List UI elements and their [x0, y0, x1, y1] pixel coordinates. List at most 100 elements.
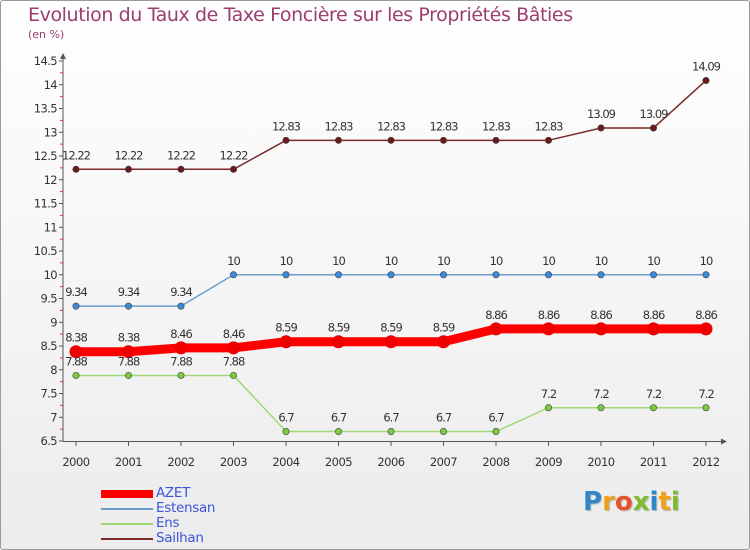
x-tick-label: 2009	[535, 455, 562, 469]
y-tick-label: 6.5	[41, 434, 58, 448]
y-tick-label: 14	[44, 78, 58, 92]
data-label-azet: 8.86	[695, 308, 717, 322]
data-label-azet: 8.38	[65, 331, 87, 345]
data-label-azet: 8.59	[275, 321, 297, 335]
data-point-sailhan	[597, 124, 605, 132]
data-label-estensan: 9.34	[65, 285, 87, 299]
data-point-estensan	[649, 271, 657, 279]
data-point-estensan	[597, 271, 605, 279]
data-label-ens: 6.7	[488, 411, 504, 425]
data-point-estensan	[72, 302, 80, 310]
data-label-azet: 8.46	[170, 327, 192, 341]
x-tick-label: 2005	[325, 455, 352, 469]
data-point-ens	[702, 404, 710, 412]
y-tick-label: 9	[50, 315, 57, 329]
x-tick-label: 2012	[692, 455, 719, 469]
legend-swatch-ens	[101, 523, 153, 525]
data-point-estensan	[492, 271, 500, 279]
y-axis-arrow	[60, 53, 66, 59]
data-label-estensan: 10	[700, 254, 713, 268]
unit-label: (en %)	[28, 28, 65, 41]
data-point-azet	[647, 322, 660, 336]
data-label-estensan: 10	[280, 254, 293, 268]
data-point-estensan	[544, 271, 552, 279]
data-point-sailhan	[72, 165, 80, 173]
y-tick-label: 11	[44, 220, 58, 234]
data-point-sailhan	[230, 165, 238, 173]
y-tick-label: 11.5	[34, 197, 57, 211]
data-label-estensan: 10	[542, 254, 555, 268]
data-point-sailhan	[334, 136, 342, 144]
data-point-ens	[125, 371, 133, 379]
legend-label-azet: AZET	[156, 485, 191, 501]
y-tick-label: 13	[44, 125, 58, 139]
logo-letter: i	[670, 487, 680, 517]
data-label-ens: 7.88	[170, 354, 192, 368]
data-point-azet	[227, 341, 240, 355]
data-point-ens	[282, 427, 290, 435]
data-point-sailhan	[387, 136, 395, 144]
data-point-ens	[387, 427, 395, 435]
logo-letter: r	[602, 487, 615, 517]
data-label-ens: 7.2	[593, 387, 609, 401]
data-label-estensan: 9.34	[118, 285, 140, 299]
data-point-azet	[332, 335, 345, 349]
x-tick-label: 2004	[272, 455, 299, 469]
data-label-sailhan: 12.22	[167, 148, 196, 162]
x-tick-label: 2000	[62, 455, 89, 469]
data-label-estensan: 10	[437, 254, 450, 268]
x-tick-label: 2002	[167, 455, 194, 469]
data-point-ens	[177, 371, 185, 379]
data-point-ens	[492, 427, 500, 435]
x-tick-label: 2006	[377, 455, 404, 469]
data-label-ens: 7.88	[223, 354, 245, 368]
data-label-azet: 8.86	[538, 308, 560, 322]
data-label-sailhan: 13.09	[587, 107, 616, 121]
data-point-sailhan	[649, 124, 657, 132]
data-label-ens: 7.2	[541, 387, 557, 401]
data-point-azet	[594, 322, 608, 336]
data-point-sailhan	[282, 136, 290, 144]
y-tick-label: 9.5	[41, 292, 58, 306]
data-point-azet	[437, 335, 450, 349]
chart-title: Evolution du Taux de Taxe Foncière sur l…	[28, 4, 573, 26]
y-tick-label: 7	[50, 410, 57, 424]
data-point-estensan	[387, 271, 395, 279]
data-label-sailhan: 12.83	[430, 119, 459, 133]
y-tick-label: 12	[44, 173, 58, 187]
data-point-estensan	[334, 271, 342, 279]
data-label-estensan: 10	[332, 254, 345, 268]
x-tick-label: 2003	[220, 455, 247, 469]
y-tick-label: 10	[44, 268, 58, 282]
data-point-estensan	[230, 271, 238, 279]
y-tick-label: 8	[50, 363, 57, 377]
data-label-estensan: 10	[385, 254, 398, 268]
data-label-sailhan: 12.83	[325, 119, 354, 133]
data-label-azet: 8.38	[118, 331, 140, 345]
data-point-estensan	[125, 302, 133, 310]
data-point-ens	[439, 427, 447, 435]
data-point-ens	[597, 404, 605, 412]
y-tick-label: 12.5	[34, 149, 57, 163]
data-point-sailhan	[125, 165, 133, 173]
data-point-sailhan	[492, 136, 500, 144]
data-label-estensan: 10	[647, 254, 660, 268]
data-label-estensan: 10	[227, 254, 240, 268]
data-point-azet	[69, 345, 83, 359]
data-label-sailhan: 12.83	[377, 119, 406, 133]
x-tick-label: 2010	[587, 455, 614, 469]
data-label-sailhan: 12.22	[62, 148, 91, 162]
data-point-estensan	[177, 302, 185, 310]
data-point-ens	[544, 404, 552, 412]
proxiti-logo: Proxiti	[583, 487, 680, 517]
data-point-azet	[384, 335, 398, 349]
data-label-azet: 8.59	[328, 321, 350, 335]
data-point-azet	[699, 322, 713, 336]
legend-label-ens: Ens	[156, 515, 180, 531]
data-point-sailhan	[702, 76, 710, 84]
data-label-sailhan: 12.22	[115, 148, 144, 162]
data-label-ens: 6.7	[278, 411, 294, 425]
logo-letter: P	[583, 487, 603, 517]
